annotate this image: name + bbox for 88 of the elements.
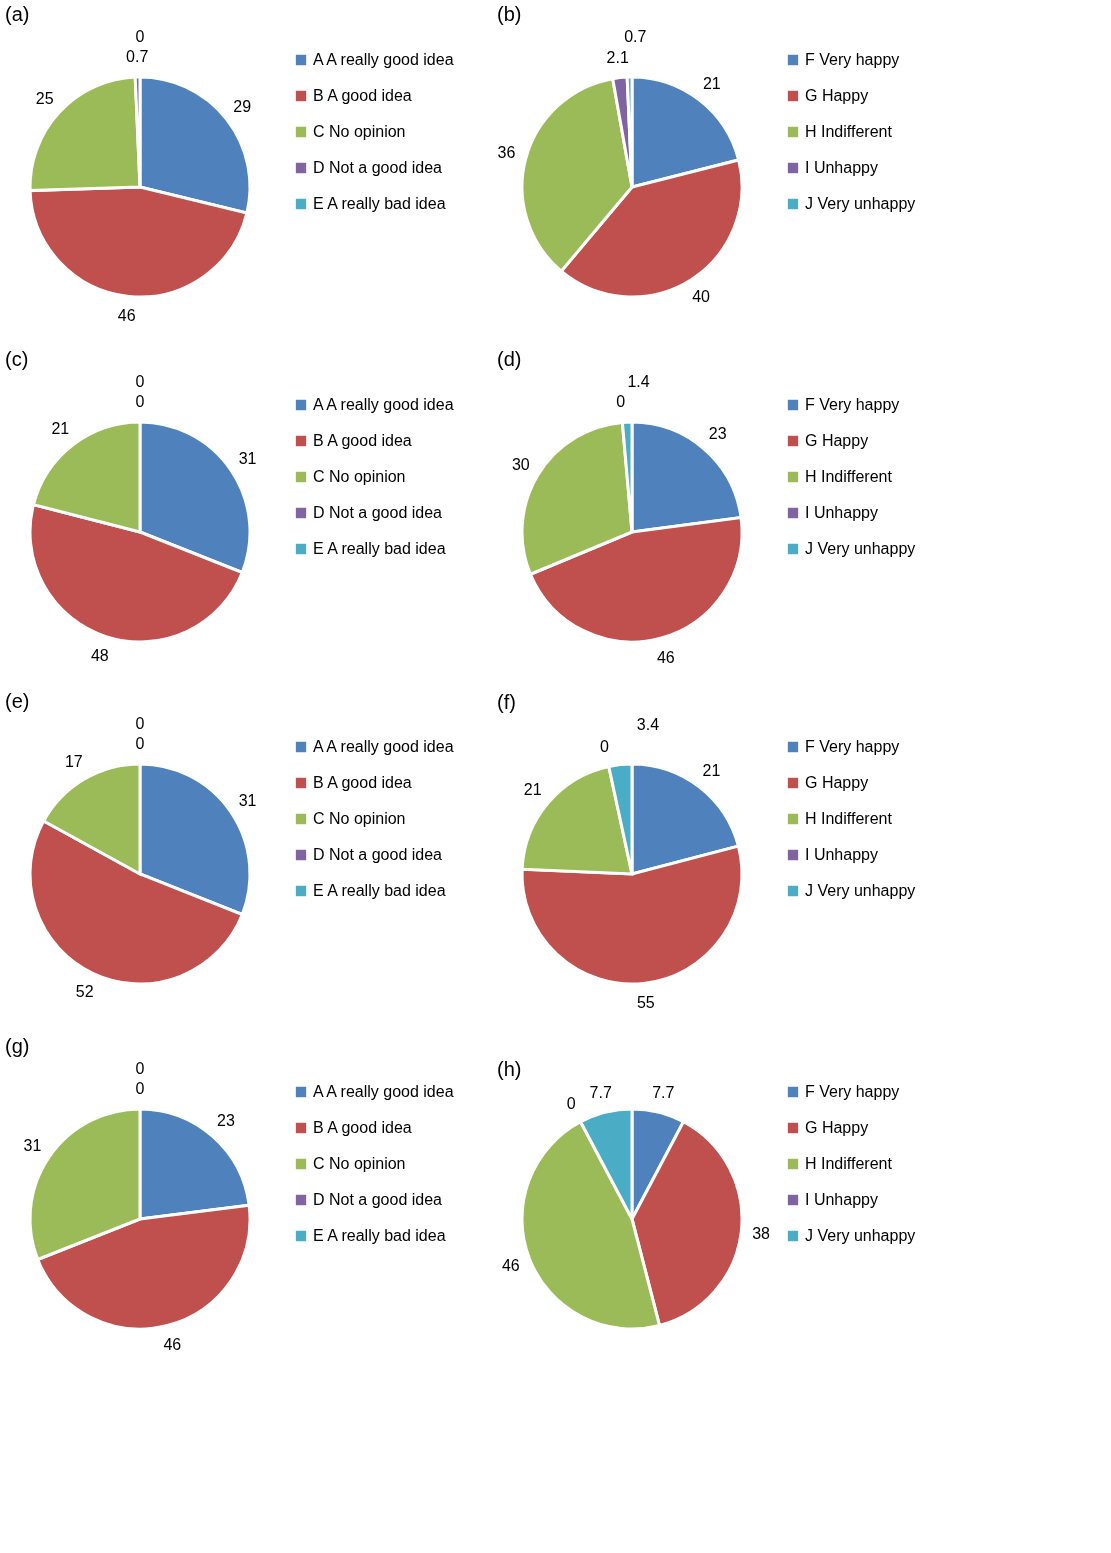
legend-label: G Happy	[805, 774, 869, 791]
legend-label: I Unhappy	[805, 1191, 878, 1208]
legend-label: I Unhappy	[805, 159, 878, 176]
legend-label: J Very unhappy	[805, 1227, 916, 1244]
chart-title: (a)	[5, 3, 30, 25]
data-label: 46	[163, 1335, 182, 1353]
data-label: 46	[656, 648, 675, 666]
data-label: 46	[117, 307, 136, 325]
data-label: 17	[64, 753, 83, 771]
legend-label: E A really bad idea	[313, 540, 446, 557]
legend-label: C No opinion	[313, 123, 406, 140]
text: 0	[566, 1095, 576, 1113]
data-label: 0.7	[126, 48, 149, 66]
legend-label: E A really bad idea	[313, 1227, 446, 1244]
data-label: 21	[702, 762, 721, 780]
text: 0	[135, 715, 145, 732]
data-label: 25	[35, 89, 54, 107]
data-label: 40	[692, 288, 711, 306]
data-label: 23	[217, 1112, 235, 1130]
data-label: 55	[636, 994, 655, 1012]
legend-label: H Indifferent	[805, 1155, 893, 1172]
legend-label: D Not a good idea	[313, 504, 443, 521]
legend-label: C No opinion	[313, 1155, 406, 1172]
legend-label: J Very unhappy	[805, 882, 916, 899]
data-label: 0.7	[624, 28, 647, 46]
chart-title: (h)	[497, 1058, 522, 1080]
chart-title: (f)	[497, 690, 516, 713]
data-label: 36	[497, 144, 516, 162]
legend-label: G Happy	[805, 1119, 869, 1136]
legend-label: G Happy	[805, 87, 869, 104]
legend-label: D Not a good idea	[313, 159, 443, 176]
legend-label: E A really bad idea	[313, 195, 446, 212]
data-label: 3.4	[636, 715, 660, 733]
legend-label: G Happy	[805, 432, 869, 449]
text: 0	[135, 393, 145, 410]
legend-label: F Very happy	[805, 396, 900, 413]
data-label: 21	[51, 420, 70, 438]
legend-label: I Unhappy	[805, 846, 878, 863]
legend-label: H Indifferent	[805, 810, 893, 827]
legend-label: B A good idea	[313, 774, 412, 791]
legend-label: H Indifferent	[805, 123, 893, 140]
legend-label: F Very happy	[805, 51, 900, 68]
legend-label: J Very unhappy	[805, 540, 916, 557]
data-label: 7.7	[589, 1083, 612, 1101]
data-label: 21	[523, 781, 542, 799]
chart-title: (g)	[5, 1035, 30, 1057]
data-label: 7.7	[652, 1083, 675, 1101]
text: 0	[135, 1060, 145, 1077]
legend-label: D Not a good idea	[313, 846, 443, 863]
legend-label: J Very unhappy	[805, 195, 916, 212]
data-label: 30	[511, 455, 530, 473]
legend-label: F Very happy	[805, 1083, 900, 1100]
text: 0	[135, 373, 145, 390]
legend-label: E A really bad idea	[313, 882, 446, 899]
legend-label: F Very happy	[805, 738, 900, 755]
chart-title: (d)	[497, 348, 522, 371]
text: 0	[135, 28, 145, 45]
chart-title: (c)	[5, 348, 29, 370]
data-label: 52	[75, 982, 94, 1000]
data-label: 38	[752, 1225, 771, 1243]
legend-label: B A good idea	[313, 1119, 412, 1136]
data-label: 31	[23, 1136, 42, 1154]
chart-title: (b)	[497, 3, 522, 26]
legend-label: A A really good idea	[313, 738, 454, 755]
legend-label: D Not a good idea	[313, 1191, 443, 1208]
data-label: 46	[501, 1256, 520, 1274]
data-label: 48	[90, 646, 109, 664]
chart-title: (e)	[5, 690, 30, 712]
text: 0	[616, 393, 626, 411]
legend-label: B A good idea	[313, 432, 412, 449]
legend-label: C No opinion	[313, 468, 406, 485]
data-label: 21	[702, 75, 721, 93]
legend-label: C No opinion	[313, 810, 406, 827]
legend-label: A A really good idea	[313, 51, 454, 68]
legend-label: A A really good idea	[313, 396, 454, 413]
legend-label: I Unhappy	[805, 504, 878, 521]
legend-label: H Indifferent	[805, 468, 893, 485]
data-label: 31	[238, 449, 257, 467]
legend-label: B A good idea	[313, 87, 412, 104]
data-label: 23	[708, 425, 727, 443]
data-label: 2.1	[606, 48, 629, 66]
legend-label: A A really good idea	[313, 1083, 454, 1100]
text: 0	[600, 737, 609, 755]
data-label: 1.4	[627, 373, 650, 391]
text: 0	[135, 735, 145, 752]
text: 0	[135, 1080, 145, 1097]
data-label: 29	[233, 97, 252, 115]
data-label: 31	[238, 791, 257, 809]
